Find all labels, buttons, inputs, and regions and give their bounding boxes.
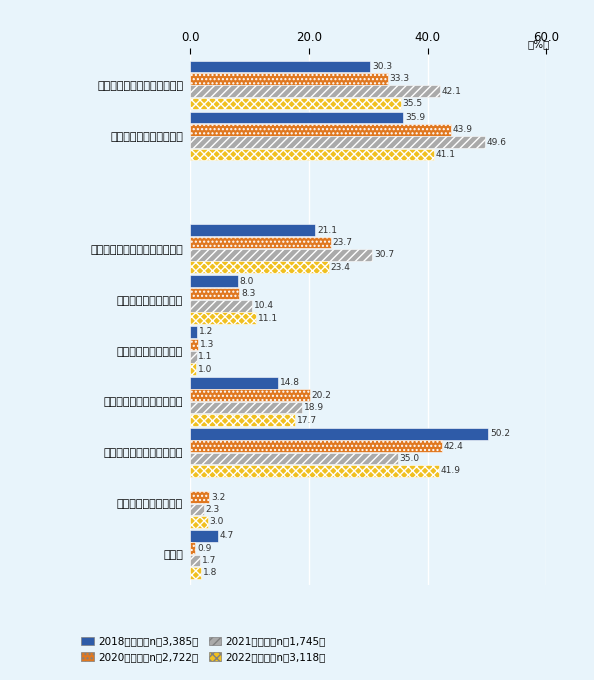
Bar [190, 98, 401, 109]
Text: 33.3: 33.3 [390, 74, 410, 83]
Text: 8.0: 8.0 [239, 277, 254, 286]
Bar [190, 237, 331, 248]
Bar [190, 441, 442, 452]
Text: 30.7: 30.7 [374, 250, 394, 259]
Bar [190, 530, 218, 541]
Bar [190, 542, 195, 554]
Bar [190, 465, 439, 477]
Bar [190, 377, 278, 389]
Bar [190, 428, 488, 440]
Text: 8.3: 8.3 [241, 289, 255, 298]
Bar [190, 363, 196, 375]
Text: 3.0: 3.0 [210, 517, 224, 526]
Text: 10.4: 10.4 [254, 301, 274, 310]
Bar [190, 453, 398, 464]
Bar [190, 85, 440, 97]
Bar [190, 492, 209, 503]
Text: 42.1: 42.1 [442, 86, 462, 96]
Text: 1.3: 1.3 [200, 340, 214, 349]
Bar [190, 312, 256, 324]
Text: 3.2: 3.2 [211, 492, 225, 502]
Bar [190, 224, 315, 236]
Bar [190, 351, 197, 362]
Bar [190, 339, 198, 350]
Text: 18.9: 18.9 [304, 403, 324, 412]
Bar [190, 402, 302, 413]
Bar [190, 516, 208, 528]
Text: 20.2: 20.2 [312, 391, 331, 400]
Text: 35.9: 35.9 [405, 113, 425, 122]
Bar [190, 555, 200, 566]
Text: 43.9: 43.9 [453, 125, 473, 134]
Text: 21.1: 21.1 [317, 226, 337, 235]
Bar [190, 149, 434, 160]
Bar [190, 73, 388, 84]
Text: 41.1: 41.1 [436, 150, 456, 159]
Bar [190, 504, 204, 515]
Text: 1.2: 1.2 [199, 328, 213, 337]
Text: （%）: （%） [527, 39, 550, 49]
Text: 1.1: 1.1 [198, 352, 213, 361]
Text: 4.7: 4.7 [220, 531, 234, 540]
Bar [190, 112, 403, 123]
Text: 50.2: 50.2 [490, 429, 510, 439]
Bar [190, 300, 252, 311]
Text: 23.4: 23.4 [331, 262, 350, 272]
Bar [190, 249, 372, 260]
Bar [190, 567, 201, 579]
Bar [190, 136, 485, 148]
Text: 49.6: 49.6 [486, 137, 507, 147]
Legend: 2018年度　（n＝3,385）, 2020年度　（n＝2,722）, 2021年度　（n＝1,745）, 2022年度　（n＝3,118）: 2018年度 （n＝3,385）, 2020年度 （n＝2,722）, 2021… [81, 636, 326, 662]
Bar [190, 288, 239, 299]
Text: 14.8: 14.8 [280, 378, 300, 388]
Text: 41.9: 41.9 [441, 466, 461, 475]
Bar [190, 390, 310, 401]
Text: 35.0: 35.0 [400, 454, 420, 463]
Text: 1.7: 1.7 [202, 556, 216, 565]
Text: 35.5: 35.5 [403, 99, 423, 108]
Text: 0.9: 0.9 [197, 543, 211, 553]
Bar [190, 275, 238, 287]
Text: 23.7: 23.7 [333, 238, 353, 247]
Bar [190, 414, 295, 426]
Text: 1.8: 1.8 [203, 568, 217, 577]
Bar [190, 326, 197, 338]
Text: 2.3: 2.3 [206, 505, 220, 514]
Text: 11.1: 11.1 [258, 313, 278, 322]
Text: 42.4: 42.4 [444, 442, 463, 451]
Text: 1.0: 1.0 [198, 364, 212, 373]
Text: 30.3: 30.3 [372, 62, 392, 71]
Bar [190, 124, 451, 135]
Text: 17.7: 17.7 [297, 415, 317, 424]
Bar [190, 261, 329, 273]
Bar [190, 61, 370, 72]
